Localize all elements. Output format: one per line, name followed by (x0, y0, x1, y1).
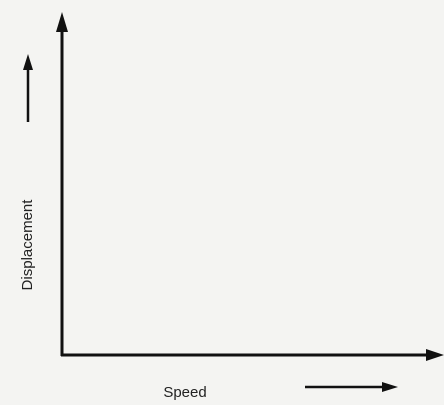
y-axis-label: Displacement (19, 199, 36, 291)
x-axis-label: Speed (163, 384, 206, 401)
x-axis-arrowhead (426, 349, 444, 361)
x-direction-arrowhead (382, 382, 398, 392)
y-direction-arrowhead (23, 54, 33, 70)
y-axis-arrowhead (56, 12, 68, 32)
